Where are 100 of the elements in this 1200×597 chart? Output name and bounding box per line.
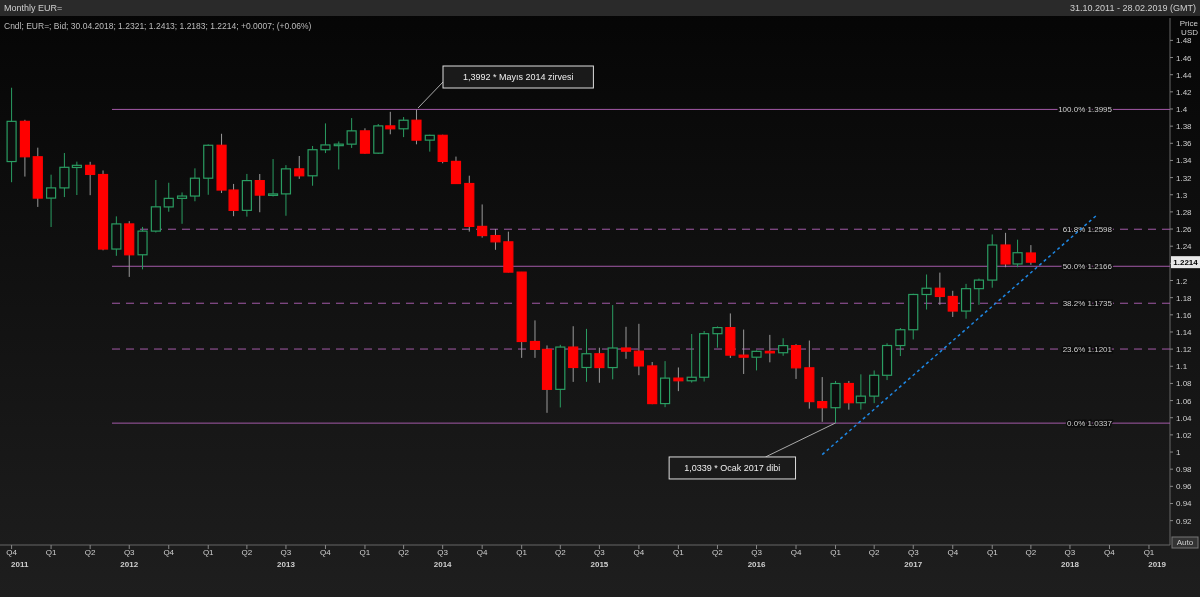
x-tick-label: Q1: [516, 548, 528, 557]
x-tick-label: Q1: [673, 548, 685, 557]
candlestick: [843, 380, 854, 411]
candlestick: [1025, 244, 1036, 266]
candlestick: [947, 290, 958, 318]
y-tick-label: 1.2: [1176, 276, 1188, 286]
y-tick-label: 1.42: [1176, 87, 1193, 97]
y-tick-label: 1.36: [1176, 139, 1193, 149]
candlestick: [137, 226, 148, 270]
candlestick: [869, 369, 880, 404]
ref-line-label: 61.8% 1.2598: [1062, 225, 1113, 235]
x-tick-label: Q4: [320, 548, 332, 557]
y-tick-label: 1: [1176, 448, 1181, 458]
x-tick-label: Q2: [554, 548, 567, 557]
x-tick-label: Q3: [594, 548, 606, 557]
x-tick-label: Q1: [986, 548, 999, 557]
candlestick: [385, 111, 396, 135]
x2-tick-label: 2018: [1061, 560, 1080, 569]
candlestick: [163, 182, 174, 213]
x-tick-label: Q1: [202, 548, 215, 557]
x-tick-label: Q3: [437, 548, 449, 557]
y-tick-label: 1.04: [1176, 413, 1193, 423]
text: 31.10.2011 - 28.02.2019 (GMT): [1070, 3, 1196, 13]
x2-tick-label: 2013: [277, 560, 296, 569]
candlestick: [411, 109, 422, 145]
candlestick: [973, 278, 985, 306]
x2-tick-label: 2015: [590, 560, 609, 569]
candlestick: [398, 116, 409, 138]
candlestick: [176, 191, 188, 225]
y-tick-label: 1.12: [1176, 345, 1193, 355]
y-tick-label: 1.16: [1176, 310, 1193, 320]
candlestick: [764, 334, 775, 363]
ref-line-label: 50.0% 1.2166: [1062, 262, 1113, 272]
x-tick-label: Q4: [163, 548, 175, 557]
candlestick: [1000, 232, 1011, 268]
x2-tick-label: 2012: [120, 560, 139, 569]
x-tick-label: Q4: [633, 548, 645, 557]
y-tick-label: 0.96: [1176, 482, 1193, 492]
y-tick-label: 1.18: [1176, 293, 1193, 303]
candlestick: [673, 366, 684, 392]
x-tick-label: Q3: [123, 548, 136, 557]
x-tick-label: Q2: [1025, 548, 1037, 557]
candlestick: [320, 122, 331, 154]
candlestick: [71, 161, 82, 196]
y-tick-label: 1.46: [1176, 53, 1193, 63]
candlestick: [790, 343, 802, 380]
x-tick-label: Q3: [907, 548, 920, 557]
y-tick-label: 1.1: [1176, 362, 1188, 372]
candlestick: [934, 272, 945, 306]
candlestick: [738, 329, 749, 375]
x2-tick-label: 2017: [904, 560, 923, 569]
annotation: 1,3992 * Mayıs 2014 zirvesi: [462, 72, 574, 82]
annotation: 1.2214: [1173, 258, 1199, 268]
candlestick: [607, 304, 618, 380]
candlestick: [45, 174, 57, 228]
x-tick-label: Q4: [947, 548, 959, 557]
y-tick-label: 1.02: [1176, 430, 1193, 440]
x2-tick-label: 2019: [1148, 560, 1167, 569]
x-tick-label: Q1: [45, 548, 57, 557]
x-tick-label: Q2: [241, 548, 253, 557]
x-tick-label: Q4: [476, 548, 489, 557]
y-tick-label: 1.38: [1176, 122, 1193, 132]
candlestick: [346, 117, 357, 149]
y-tick-label: 0.94: [1176, 499, 1193, 509]
y-tick-label: 1.4: [1176, 104, 1188, 114]
x-tick-label: Q3: [1064, 548, 1076, 557]
y-tick-label: 1.14: [1176, 327, 1193, 337]
candlestick: [254, 173, 265, 213]
candlestick: [581, 328, 592, 383]
candlestick: [1012, 239, 1023, 268]
chart-subtitle: Cndl; EUR=; Bid; 30.04.2018; 1.2321; 1.2413; 1.2183; 1.2214; +0.0007; (+0.06%): [4, 21, 312, 31]
x2-tick-label: 2011: [11, 560, 29, 569]
x2-tick-label: 2016: [747, 560, 766, 569]
candlestick: [189, 167, 201, 202]
x-tick-label: Q4: [1104, 548, 1116, 557]
candlestick: [817, 376, 828, 423]
y-tick-label: 1.24: [1176, 242, 1193, 252]
candlestick: [594, 347, 605, 384]
y-tick-label: 0.92: [1176, 516, 1193, 526]
candlestick: [59, 152, 70, 198]
y-tick-label: 1.34: [1176, 156, 1193, 166]
candlestick: [85, 161, 96, 196]
y-tick-label: 1.44: [1176, 70, 1193, 80]
x-tick-label: Q3: [751, 548, 763, 557]
y-tick-label: 1.06: [1176, 396, 1193, 406]
x-tick-label: Q2: [398, 548, 410, 557]
candlestick: [490, 228, 501, 251]
candlestick: [477, 203, 488, 239]
annotation: 1,0339 * Ocak 2017 dibi: [684, 462, 781, 473]
y-tick-label: 1.26: [1176, 225, 1193, 235]
candlestick: [267, 158, 279, 197]
candlestick: [960, 283, 972, 320]
y-tick-label: 1.48: [1176, 36, 1193, 46]
x2-tick-label: 2014: [433, 560, 453, 569]
candlestick: [921, 274, 932, 310]
ref-line-label: 23.6% 1.1201: [1062, 345, 1113, 355]
x-tick-label: Q1: [359, 548, 371, 557]
y-tick-label: 0.98: [1176, 465, 1193, 475]
candlestick: [529, 319, 541, 359]
candlestick: [712, 325, 723, 349]
